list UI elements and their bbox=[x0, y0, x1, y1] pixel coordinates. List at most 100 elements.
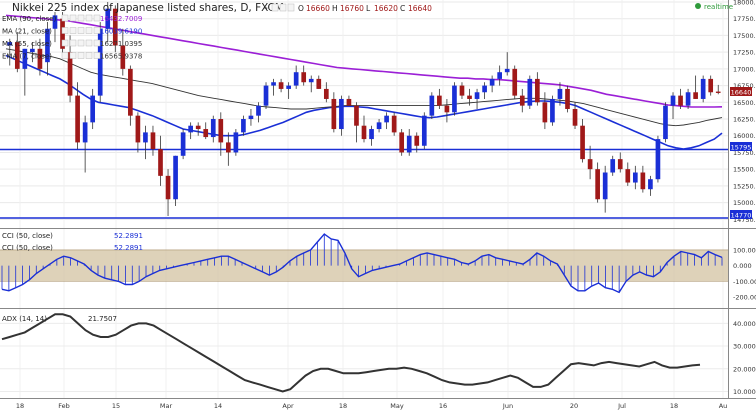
adx-tick-label: 10.0000 bbox=[733, 388, 756, 396]
indicator-value: 16271.0395 bbox=[100, 40, 142, 48]
candle-down bbox=[572, 108, 578, 126]
candle-down bbox=[595, 169, 600, 200]
price-panel bbox=[0, 2, 728, 219]
candle-down bbox=[617, 159, 623, 170]
candle-up bbox=[655, 139, 661, 180]
legend-settings-icon bbox=[69, 52, 77, 59]
indicator-value: 16565.9378 bbox=[100, 53, 142, 61]
candle-up bbox=[384, 115, 389, 123]
cci-panel bbox=[0, 233, 728, 294]
price-tick-label: 16250.00 bbox=[733, 116, 756, 124]
candle-up bbox=[504, 68, 510, 73]
candle-down bbox=[467, 95, 472, 99]
candle-up bbox=[188, 125, 193, 133]
ohlc-value: 16640 bbox=[408, 4, 432, 13]
candle-down bbox=[218, 119, 224, 143]
legend-settings-icon bbox=[61, 27, 69, 34]
candle-up bbox=[308, 78, 314, 83]
candle-up bbox=[293, 72, 299, 86]
price-tick-label: 17250.00 bbox=[733, 49, 756, 57]
candle-up bbox=[648, 179, 653, 190]
cci-value-2: 52.2891 bbox=[114, 244, 143, 252]
chart-title: Nikkei 225 index of Japanese listed shar… bbox=[12, 2, 284, 14]
legend-settings-icon bbox=[85, 52, 93, 59]
candle-up bbox=[22, 48, 28, 69]
cci-value-1: 52.2891 bbox=[114, 232, 143, 240]
candle-up bbox=[263, 85, 269, 106]
candle-down bbox=[37, 48, 43, 69]
adx-tick-label: 20.0000 bbox=[733, 365, 756, 373]
price-tick-label: 15250.00 bbox=[733, 182, 756, 190]
candle-up bbox=[376, 122, 382, 130]
price-tag-current: 16640 bbox=[730, 87, 752, 97]
realtime-dot-icon bbox=[695, 3, 701, 9]
candle-down bbox=[158, 149, 163, 176]
candle-up bbox=[497, 72, 502, 79]
candle-down bbox=[112, 8, 118, 46]
x-tick-label: 16 bbox=[439, 402, 447, 410]
candle-down bbox=[535, 78, 540, 103]
candle-up bbox=[241, 119, 246, 133]
x-tick-label: 18 bbox=[16, 402, 24, 410]
candle-up bbox=[610, 159, 616, 173]
candle-up bbox=[286, 85, 291, 89]
candle-down bbox=[195, 125, 201, 130]
x-tick-label: 20 bbox=[570, 402, 578, 410]
legend-settings-icon bbox=[77, 52, 85, 59]
candle-down bbox=[399, 132, 405, 153]
cci-band bbox=[0, 249, 728, 282]
ma-55-line bbox=[5, 48, 723, 127]
legend-settings-icon bbox=[85, 39, 93, 47]
cci-tick-label: 100.000 bbox=[733, 246, 756, 254]
candle-down bbox=[226, 142, 231, 153]
price-tag-current-text: 16640 bbox=[731, 89, 752, 97]
adx-legend: ADX (14, 14) 21.7507 bbox=[2, 315, 117, 323]
candle-down bbox=[693, 92, 698, 99]
header-tool-icon bbox=[271, 3, 279, 12]
candle-up bbox=[82, 122, 88, 143]
header-tool-icon bbox=[279, 3, 287, 12]
candle-up bbox=[700, 78, 706, 99]
price-tag-lower-bg bbox=[730, 210, 752, 219]
x-tick-label: Mar bbox=[160, 402, 173, 410]
ohlc-value: 16660 bbox=[306, 4, 330, 13]
candle-up bbox=[482, 85, 487, 93]
candle-down bbox=[361, 125, 367, 140]
legend-settings-icon bbox=[93, 52, 101, 59]
price-tick-label: 18000.00 bbox=[733, 0, 756, 7]
legend-settings-icon bbox=[61, 39, 69, 47]
x-tick-label: May bbox=[390, 402, 404, 410]
candle-down bbox=[67, 52, 73, 96]
candle-up bbox=[663, 105, 668, 140]
legend-settings-icon bbox=[93, 27, 101, 34]
candle-down bbox=[203, 129, 209, 138]
candle-up bbox=[52, 15, 58, 29]
legend-settings-icon bbox=[77, 39, 85, 47]
candle-up bbox=[550, 98, 555, 123]
candle-down bbox=[135, 115, 141, 143]
legend-settings-icon bbox=[93, 39, 101, 47]
ohlc-key: L bbox=[366, 4, 371, 13]
candle-up bbox=[670, 95, 676, 106]
adx-value: 21.7507 bbox=[88, 315, 117, 323]
candle-down bbox=[565, 88, 570, 109]
candle-up bbox=[685, 92, 691, 106]
legend-settings-icon bbox=[69, 39, 77, 47]
candle-down bbox=[580, 125, 585, 160]
candle-up bbox=[421, 115, 427, 146]
candle-down bbox=[708, 78, 714, 93]
candle-down bbox=[60, 18, 65, 49]
candle-down bbox=[391, 115, 397, 133]
header: Nikkei 225 index of Japanese listed shar… bbox=[12, 2, 733, 14]
candle-up bbox=[30, 48, 35, 53]
cci-tick-label: 0.000 bbox=[733, 262, 752, 270]
candle-up bbox=[233, 132, 239, 153]
cci-tick-label: -200.000 bbox=[733, 294, 756, 302]
price-tick-label: 15500.00 bbox=[733, 166, 756, 174]
title-dash: - bbox=[264, 2, 268, 14]
cci-tick-label: -100.000 bbox=[733, 278, 756, 286]
x-tick-label: 14 bbox=[214, 402, 222, 410]
candle-down bbox=[165, 175, 171, 200]
cci-legend: CCI (50, close) CCI (50, close) 52.2891 … bbox=[2, 232, 143, 252]
